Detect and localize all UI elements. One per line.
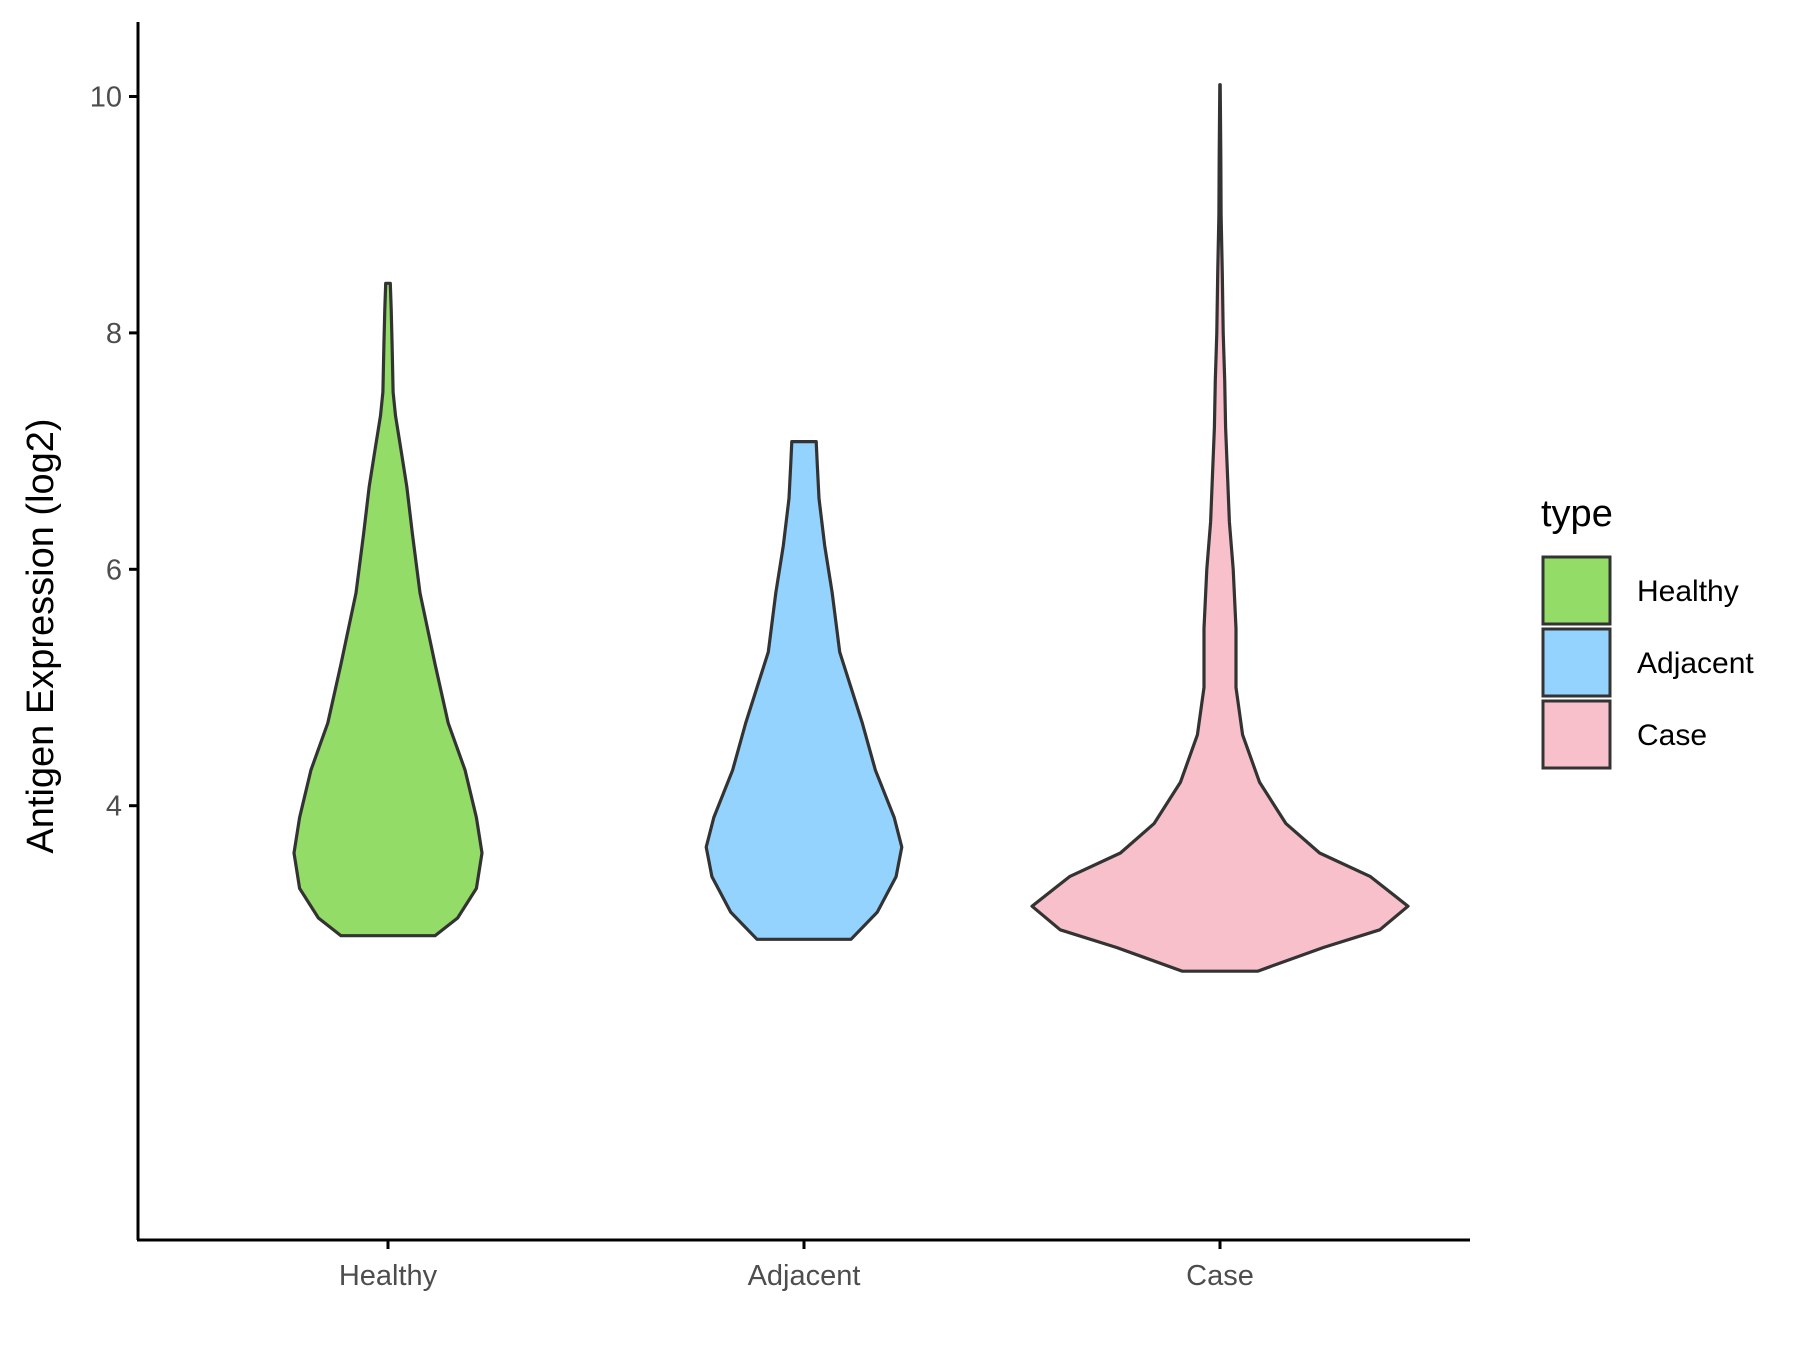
violins-group	[292, 83, 1410, 973]
legend-key-healthy	[1541, 555, 1612, 626]
y-tick-label: 6	[106, 554, 122, 586]
y-tick-label: 4	[106, 791, 122, 823]
y-axis-title: Antigen Expression (log2)	[20, 418, 62, 853]
y-ticks: 4 6 8 10	[90, 82, 138, 823]
y-tick-label: 10	[90, 82, 122, 114]
violin-case	[1030, 83, 1410, 973]
legend: type Healthy Adjacent Case	[1541, 493, 1754, 770]
violin-adjacent	[704, 440, 904, 941]
x-tick-label-healthy: Healthy	[339, 1260, 438, 1292]
x-tick-label-adjacent: Adjacent	[748, 1260, 861, 1292]
x-ticks: Healthy Adjacent Case	[339, 1240, 1254, 1292]
legend-label-adjacent: Adjacent	[1637, 647, 1754, 680]
legend-key-adjacent	[1541, 627, 1612, 698]
y-tick-label: 8	[106, 318, 122, 350]
x-tick-label-case: Case	[1186, 1260, 1254, 1292]
legend-label-healthy: Healthy	[1637, 575, 1739, 608]
legend-title: type	[1541, 493, 1613, 535]
legend-label-case: Case	[1637, 719, 1707, 752]
violin-healthy	[292, 281, 484, 938]
legend-key-case	[1541, 699, 1612, 770]
